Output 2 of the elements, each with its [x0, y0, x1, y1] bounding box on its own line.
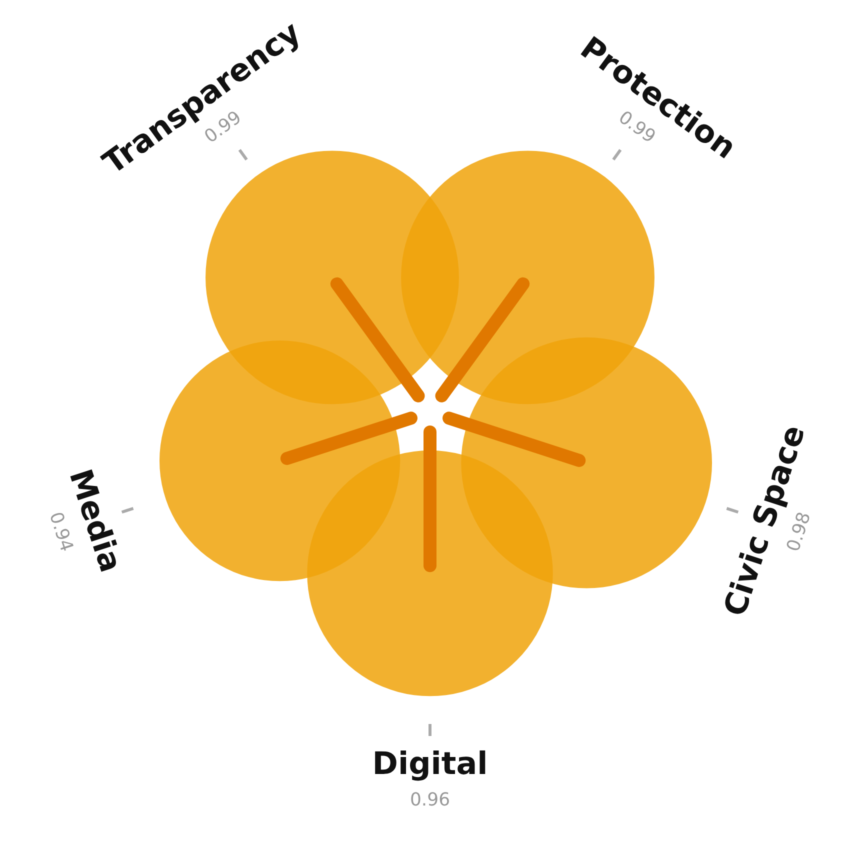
data-label: 0.96	[410, 790, 450, 810]
category-label: Digital	[372, 746, 488, 782]
